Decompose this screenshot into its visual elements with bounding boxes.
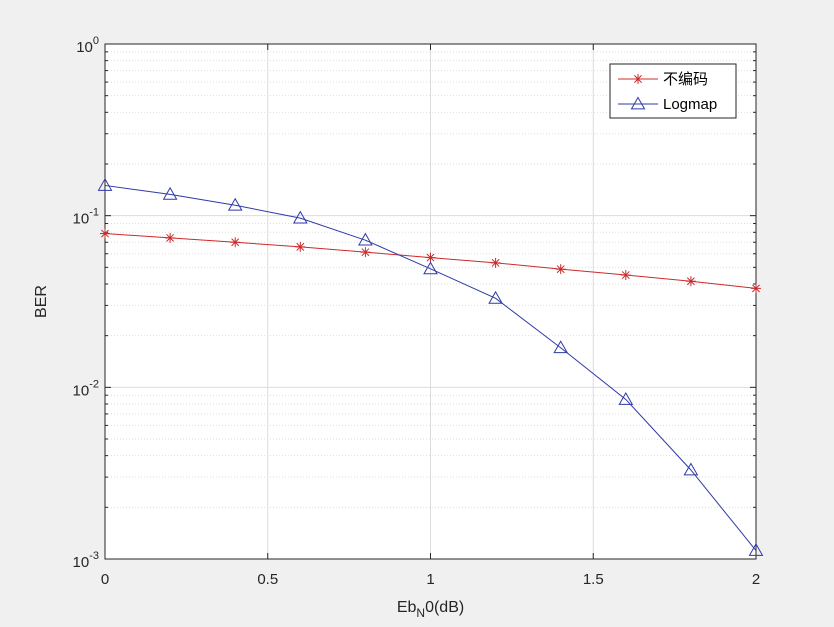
marker-stroke [491, 258, 500, 267]
legend-entry: 不编码 [618, 71, 708, 88]
marker-stroke [556, 265, 565, 274]
data-point [295, 241, 306, 252]
data-point [683, 462, 699, 476]
y-tick-label-base: 10 [73, 382, 90, 399]
y-tick-label-base: 10 [73, 554, 90, 571]
tick-marks [104, 43, 757, 560]
marker-stroke [101, 229, 109, 238]
x-axis-label: EbN0(dB) [397, 599, 464, 620]
data-point [100, 228, 110, 239]
data-point [162, 186, 178, 200]
data-point [490, 257, 501, 268]
data-point [358, 232, 373, 246]
series-line [104, 184, 757, 551]
data-point [360, 247, 371, 258]
data-point [751, 283, 761, 294]
y-tick-label-exponent: 0 [93, 35, 99, 47]
data-point [292, 210, 308, 224]
y-tick-label-base: 10 [76, 39, 93, 56]
x-tick-labels: 0 0.5 1 1.5 2 [101, 571, 760, 588]
series-2 [97, 177, 764, 556]
y-axis-label: BER [33, 285, 50, 318]
legend-marker [633, 74, 643, 84]
series-layer [97, 177, 764, 556]
x-tick-label: 0.5 [257, 571, 278, 588]
y-tick-label: 10-3 [73, 550, 99, 571]
marker-stroke [231, 238, 240, 247]
marker-stroke [634, 75, 642, 83]
data-point [488, 290, 503, 304]
marker-stroke [361, 248, 370, 257]
data-point [230, 237, 241, 248]
data-point [423, 261, 438, 275]
marker-stroke [752, 284, 760, 293]
legend-entry: Logmap [618, 96, 717, 113]
marker-stroke [166, 233, 175, 242]
data-point [620, 270, 631, 281]
x-tick-label: 0 [101, 571, 109, 588]
data-point [748, 543, 764, 556]
data-point [553, 340, 569, 354]
marker-stroke [686, 277, 695, 286]
marker-stroke [296, 242, 305, 251]
marker-stroke [426, 253, 435, 262]
y-tick-label-exponent: -1 [89, 207, 99, 219]
marker-stroke [621, 271, 630, 279]
data-point [618, 391, 634, 405]
data-point [165, 232, 176, 243]
x-axis-label-rest: 0(dB) [425, 599, 464, 616]
x-axis-label-main: Eb [397, 599, 417, 616]
y-tick-label-base: 10 [73, 211, 90, 228]
minor-grid [105, 51, 756, 508]
series-1 [100, 228, 761, 294]
data-point [425, 252, 436, 263]
data-point [227, 197, 243, 211]
data-point [685, 276, 696, 287]
x-tick-label: 2 [752, 571, 760, 588]
y-tick-label: 100 [76, 35, 99, 56]
legend: 不编码 Logmap [609, 63, 737, 119]
y-tick-label: 10-1 [73, 207, 99, 228]
y-tick-label-exponent: -2 [89, 378, 99, 390]
legend-marker [630, 96, 646, 110]
y-tick-label: 10-2 [73, 378, 99, 399]
data-point [97, 177, 113, 191]
x-axis-label-subscript: N [416, 606, 425, 620]
legend-label: 不编码 [663, 71, 708, 88]
x-tick-label: 1.5 [583, 571, 604, 588]
x-tick-label: 1 [426, 571, 434, 588]
legend-label: Logmap [663, 96, 717, 113]
y-tick-label-exponent: -3 [89, 550, 99, 562]
data-point [555, 264, 566, 275]
